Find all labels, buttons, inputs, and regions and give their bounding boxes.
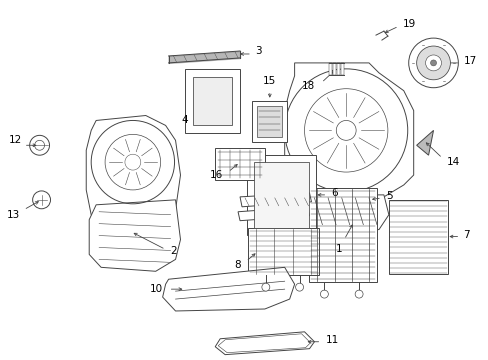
Bar (256, 105, 281, 137)
Circle shape (295, 283, 303, 291)
Text: 9: 9 (261, 173, 267, 183)
Bar (388, 200, 447, 274)
Text: 16: 16 (209, 170, 223, 180)
Polygon shape (240, 193, 311, 207)
Circle shape (33, 191, 50, 209)
Text: 10: 10 (149, 284, 163, 294)
Text: 11: 11 (325, 335, 338, 345)
Polygon shape (416, 130, 433, 155)
Bar (251, 100, 286, 142)
Bar (328, 63, 332, 75)
Bar (341, 63, 344, 75)
Text: 5: 5 (385, 191, 392, 201)
Text: 15: 15 (263, 76, 276, 86)
Text: 17: 17 (463, 56, 477, 66)
Bar (253, 162, 309, 228)
Text: 14: 14 (446, 157, 459, 167)
Text: 18: 18 (302, 81, 315, 91)
Polygon shape (299, 195, 388, 230)
Circle shape (320, 290, 327, 298)
Text: 13: 13 (6, 210, 20, 220)
Circle shape (425, 55, 441, 71)
Text: 7: 7 (462, 230, 469, 239)
Bar (333, 63, 336, 75)
Polygon shape (238, 207, 309, 221)
Text: 1: 1 (335, 244, 342, 255)
Circle shape (429, 60, 436, 66)
Polygon shape (215, 332, 314, 355)
Polygon shape (86, 116, 180, 238)
Circle shape (30, 135, 49, 155)
Circle shape (416, 46, 449, 80)
Bar (246, 155, 316, 235)
Bar (185, 69, 240, 133)
Circle shape (354, 290, 362, 298)
Polygon shape (163, 267, 294, 311)
Bar (247, 228, 319, 275)
Text: 3: 3 (254, 46, 261, 56)
Text: 12: 12 (8, 135, 21, 145)
Bar (309, 188, 376, 282)
Text: 19: 19 (402, 19, 415, 29)
Bar (193, 77, 232, 125)
Text: 2: 2 (170, 247, 177, 256)
Polygon shape (284, 63, 413, 230)
Polygon shape (89, 200, 180, 271)
Bar (337, 63, 340, 75)
Bar (215, 148, 264, 180)
Text: 4: 4 (182, 116, 188, 126)
Text: 6: 6 (331, 188, 337, 198)
Text: 8: 8 (234, 260, 241, 270)
Circle shape (408, 38, 457, 88)
Circle shape (262, 283, 269, 291)
